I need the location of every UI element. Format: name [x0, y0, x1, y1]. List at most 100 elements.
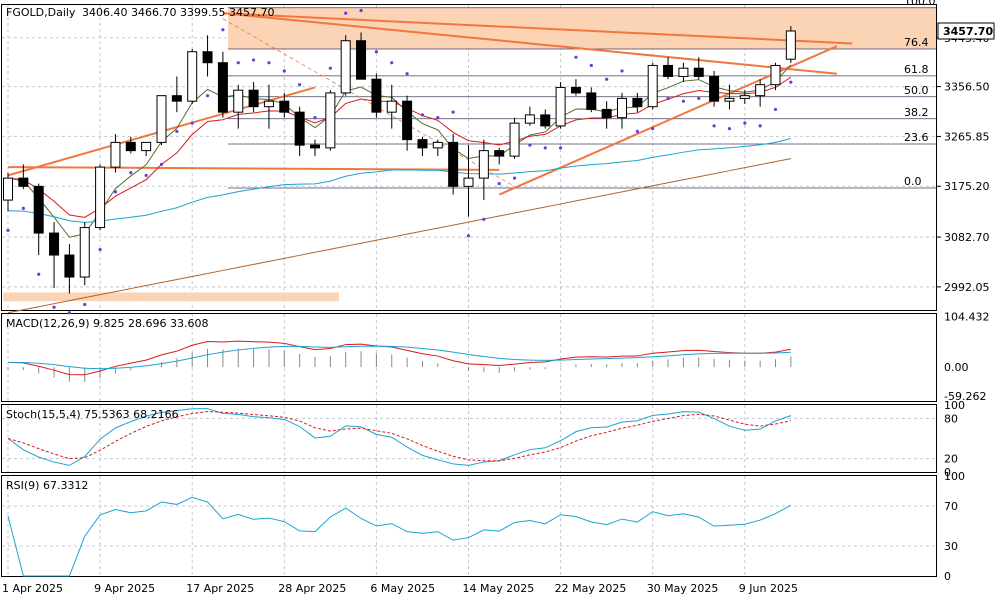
- trendline: [7, 166, 500, 171]
- candle-body: [156, 95, 167, 143]
- rsi-indicator: [2, 496, 936, 577]
- parabolic-sar: [6, 8, 793, 315]
- candle-body: [325, 92, 336, 149]
- candle-body: [693, 67, 704, 77]
- psar-dot: [497, 182, 501, 186]
- candlesticks: [3, 26, 796, 294]
- fib-level-label: 23.6: [904, 131, 929, 144]
- candle-body: [233, 89, 244, 113]
- date-label: 9 Jun 2025: [739, 582, 798, 595]
- psar-dot: [83, 302, 87, 307]
- psar-dot: [21, 206, 25, 210]
- psar-dot: [328, 66, 332, 70]
- candle-body: [555, 86, 566, 127]
- psar-dot: [37, 272, 41, 276]
- psar-dot: [52, 305, 56, 309]
- candle-body: [632, 97, 643, 108]
- psar-dot: [6, 228, 10, 232]
- psar-dot: [236, 61, 240, 65]
- psar-dot: [267, 61, 271, 65]
- psar-dot: [773, 107, 778, 112]
- ma-fast-line: [7, 64, 792, 238]
- candle-body: [171, 95, 182, 102]
- price-axis-label: 3356.50: [944, 81, 990, 94]
- psar-dot: [390, 61, 394, 65]
- stoch-k-line: [7, 408, 792, 466]
- psar-dot: [313, 116, 317, 120]
- candle-body: [248, 89, 259, 108]
- candle-body: [33, 185, 44, 234]
- candle-body: [141, 141, 152, 152]
- psar-dot: [405, 72, 409, 76]
- candle-body: [110, 141, 121, 168]
- candle-body: [263, 100, 274, 108]
- rsi-axis-label: 100: [944, 470, 965, 483]
- psar-dot: [743, 121, 747, 125]
- candle-body: [785, 30, 796, 60]
- psar-dot: [620, 69, 624, 73]
- psar-dot: [651, 127, 655, 131]
- candle-body: [371, 78, 382, 113]
- candle-body: [524, 114, 535, 124]
- candle-body: [540, 114, 551, 127]
- candle-body: [79, 227, 90, 278]
- candle-body: [617, 97, 627, 119]
- candle-body: [217, 62, 228, 113]
- candle-body: [448, 141, 459, 187]
- fib-level-label: 38.2: [904, 106, 929, 119]
- date-label: 22 May 2025: [555, 582, 627, 595]
- trendline: [222, 12, 837, 75]
- candle-body: [125, 141, 136, 152]
- candle-body: [95, 166, 106, 229]
- psar-dot: [98, 247, 102, 252]
- stoch-axis-label: 20: [944, 453, 958, 466]
- rsi-axis-label: 70: [944, 500, 958, 513]
- candle-body: [647, 64, 658, 108]
- candle-body: [463, 177, 474, 187]
- candle-body: [279, 100, 290, 113]
- price-axis-label: 3175.20: [944, 180, 990, 193]
- psar-dot: [144, 173, 148, 177]
- psar-dot: [205, 94, 210, 98]
- psar-dot: [129, 171, 133, 175]
- candle-body: [739, 95, 750, 99]
- candle-body: [570, 86, 581, 94]
- trendline: [222, 12, 853, 45]
- candle-body: [310, 144, 320, 149]
- date-label: 14 May 2025: [463, 582, 535, 595]
- candle-body: [402, 100, 413, 141]
- rsi-axis-label: 0: [944, 570, 951, 583]
- candle-body: [187, 51, 198, 102]
- psar-dot: [482, 217, 486, 221]
- ma-mid-line: [7, 76, 792, 218]
- last-price-box: [937, 22, 995, 40]
- fib-level-label: 50.0: [904, 84, 929, 97]
- macd-line: [7, 340, 791, 376]
- ma-slow-line: [7, 138, 791, 223]
- symbol-label: FGOLD,Daily: [6, 6, 76, 19]
- stoch-axis-label: 100: [944, 399, 965, 412]
- stochastic-indicator: [2, 408, 936, 466]
- candle-body: [509, 122, 520, 157]
- candle-body: [494, 150, 505, 157]
- psar-dot: [344, 11, 348, 15]
- psar-dot: [697, 96, 701, 101]
- rsi-line: [7, 496, 792, 577]
- date-label: 28 Apr 2025: [278, 582, 346, 595]
- psar-dot: [712, 124, 716, 128]
- candle-body: [386, 100, 397, 113]
- last-price-label: 3457.70: [943, 25, 993, 38]
- ohlc-header: 3406.40 3466.70 3399.55 3457.70: [82, 6, 274, 19]
- psar-dot: [466, 234, 471, 238]
- support-zone: [3, 292, 339, 302]
- candle-body: [294, 111, 305, 146]
- candle-body: [202, 51, 213, 64]
- candle-body: [601, 108, 612, 119]
- psar-dot: [359, 8, 363, 13]
- candle-body: [432, 141, 443, 149]
- candle-body: [586, 92, 597, 110]
- stoch-panel: [1, 404, 937, 473]
- psar-dot: [559, 146, 563, 150]
- psar-dot: [113, 190, 118, 194]
- fib-level-label: 0.0: [904, 175, 922, 188]
